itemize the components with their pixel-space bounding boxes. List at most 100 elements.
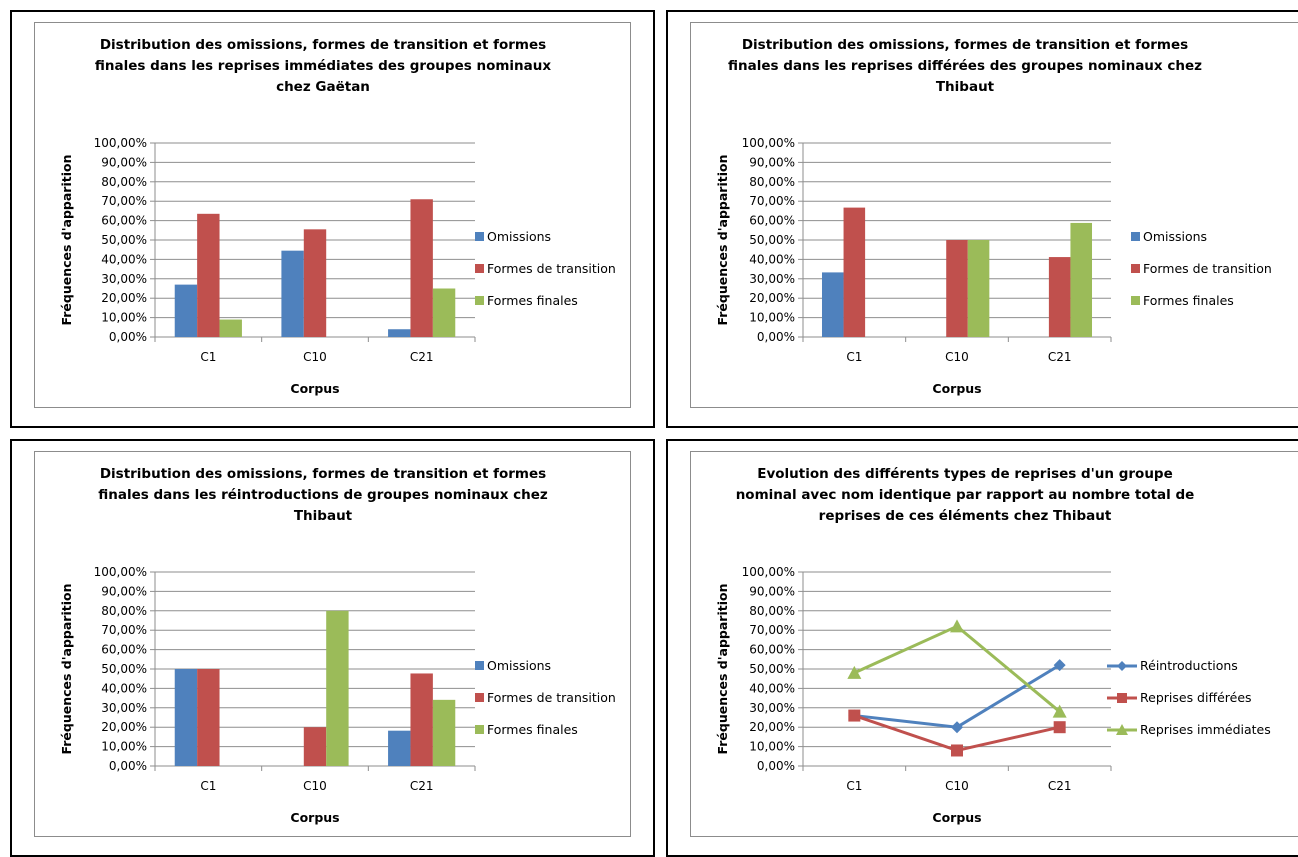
y-tick-label: 90,00%: [749, 584, 795, 598]
y-tick-label: 50,00%: [101, 662, 147, 676]
chart-title-line-2: finales dans les reprises différées des …: [728, 58, 1202, 74]
chart-title-line-1: Distribution des omissions, formes de tr…: [100, 37, 546, 53]
chart-area-3: Distribution des omissions, formes de tr…: [34, 451, 631, 837]
y-tick-label: 20,00%: [101, 291, 147, 305]
legend-swatch-2: [475, 264, 484, 273]
legend-label-1: Omissions: [1143, 229, 1207, 244]
x-tick-label: C10: [945, 350, 969, 364]
bar-formes-de-transition-c1: [843, 207, 866, 337]
point-2-c10: [951, 744, 963, 757]
x-axis-label: Corpus: [290, 810, 339, 825]
bar-formes-de-transition-c21: [410, 199, 433, 337]
chart-title-line-1: Distribution des omissions, formes de tr…: [742, 37, 1188, 53]
point-1-c10: [951, 721, 963, 734]
y-tick-label: 80,00%: [749, 604, 795, 618]
x-tick-label: C21: [410, 779, 434, 793]
y-tick-label: 40,00%: [749, 252, 795, 266]
y-tick-label: 100,00%: [742, 565, 795, 579]
point-1-c21: [1053, 659, 1066, 672]
chart-3-svg: Distribution des omissions, formes de tr…: [59, 466, 616, 825]
legend-label-1: Omissions: [487, 658, 551, 673]
x-tick-label: C21: [410, 350, 434, 364]
bar-formes-finales-c21: [1070, 222, 1093, 337]
bar-omissions-c1: [174, 284, 198, 337]
y-tick-label: 40,00%: [101, 252, 147, 266]
y-tick-label: 60,00%: [101, 214, 147, 228]
chart-4-svg: Evolution des différents types de repris…: [715, 466, 1271, 825]
y-tick-label: 20,00%: [749, 720, 795, 734]
y-axis-label: Fréquences d'apparition: [715, 583, 730, 754]
legend-marker-3: [1116, 724, 1128, 735]
bar-formes-de-transition-c1: [197, 669, 220, 766]
y-axis-label: Fréquences d'apparition: [59, 583, 74, 754]
chart-area-2: Distribution des omissions, formes de tr…: [690, 22, 1298, 408]
bar-formes-de-transition-c10: [946, 240, 968, 337]
x-axis-label: Corpus: [932, 810, 981, 825]
legend-label-1: Omissions: [487, 229, 551, 244]
x-tick-label: C1: [200, 779, 216, 793]
legend-swatch-1: [475, 661, 484, 670]
chart-title-line-2: finales dans les reprises immédiates des…: [95, 58, 551, 74]
legend-label-3: Reprises immédiates: [1140, 722, 1271, 737]
x-tick-label: C10: [303, 350, 327, 364]
chart-title-line-2: finales dans les réintroductions de grou…: [98, 487, 548, 503]
point-2-c21: [1053, 721, 1066, 734]
y-tick-label: 10,00%: [101, 740, 147, 754]
x-tick-label: C1: [846, 779, 862, 793]
y-tick-label: 60,00%: [749, 214, 795, 228]
bar-omissions-c21: [388, 730, 411, 766]
y-tick-label: 10,00%: [749, 311, 795, 325]
point-3-c1: [847, 665, 862, 679]
bar-formes-de-transition-c10: [303, 229, 327, 337]
point-3-c10: [950, 619, 964, 633]
y-tick-label: 30,00%: [749, 701, 795, 715]
chart-panel-2: Distribution des omissions, formes de tr…: [666, 10, 1298, 428]
point-2-c1: [848, 709, 861, 722]
bar-omissions-c1: [821, 272, 844, 337]
chart-title-line-1: Distribution des omissions, formes de tr…: [100, 466, 546, 482]
legend-label-2: Formes de transition: [487, 261, 616, 276]
y-tick-label: 50,00%: [101, 233, 147, 247]
chart-title-line-3: Thibaut: [936, 79, 995, 95]
y-tick-label: 60,00%: [749, 643, 795, 657]
point-3-c21: [1052, 704, 1067, 718]
legend-swatch-2: [1131, 264, 1140, 273]
y-tick-label: 100,00%: [94, 136, 147, 150]
bar-omissions-c10: [281, 250, 304, 337]
legend-swatch-1: [1131, 232, 1140, 241]
legend-swatch-2: [475, 693, 484, 702]
y-tick-label: 90,00%: [749, 155, 795, 169]
chart-2-svg: Distribution des omissions, formes de tr…: [715, 37, 1272, 396]
legend-label-3: Formes finales: [487, 293, 578, 308]
y-tick-label: 90,00%: [101, 155, 147, 169]
chart-panel-1: Distribution des omissions, formes de tr…: [10, 10, 655, 428]
y-tick-label: 80,00%: [749, 175, 795, 189]
bar-formes-de-transition-c21: [1048, 257, 1071, 337]
series-line-1: [854, 663, 1061, 729]
legend-label-3: Formes finales: [487, 722, 578, 737]
y-tick-label: 100,00%: [94, 565, 147, 579]
bar-formes-finales-c10: [967, 240, 990, 337]
y-tick-label: 50,00%: [749, 233, 795, 247]
y-tick-label: 100,00%: [742, 136, 795, 150]
x-axis-label: Corpus: [290, 381, 339, 396]
bar-omissions-c21: [388, 329, 411, 337]
legend-swatch-3: [475, 296, 484, 305]
y-tick-label: 20,00%: [101, 720, 147, 734]
legend-label-2: Formes de transition: [1143, 261, 1272, 276]
y-tick-label: 30,00%: [749, 272, 795, 286]
legend-label-2: Formes de transition: [487, 690, 616, 705]
y-tick-label: 70,00%: [101, 623, 147, 637]
y-tick-label: 70,00%: [749, 623, 795, 637]
chart-area-4: Evolution des différents types de repris…: [690, 451, 1298, 837]
legend-marker-1: [1117, 661, 1127, 671]
y-tick-label: 80,00%: [101, 604, 147, 618]
chart-panel-4: Evolution des différents types de repris…: [666, 439, 1298, 857]
chart-1-svg: Distribution des omissions, formes de tr…: [59, 37, 616, 396]
legend-label-3: Formes finales: [1143, 293, 1234, 308]
y-tick-label: 70,00%: [749, 194, 795, 208]
y-axis-label: Fréquences d'apparition: [715, 154, 730, 325]
y-tick-label: 0,00%: [109, 330, 147, 344]
bar-formes-de-transition-c1: [197, 213, 220, 337]
x-tick-label: C10: [303, 779, 327, 793]
